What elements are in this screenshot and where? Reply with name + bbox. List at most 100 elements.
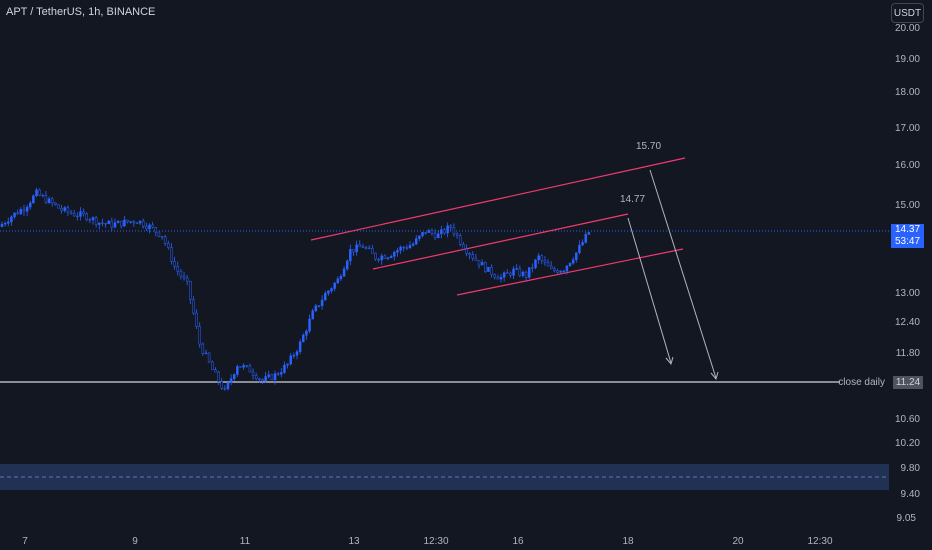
time-tick: 13	[348, 536, 360, 547]
projection-arrow-2[interactable]	[649, 169, 717, 379]
candle-body	[465, 248, 468, 254]
candle-body	[449, 225, 453, 228]
candle-body	[302, 334, 305, 343]
candle-body	[553, 268, 556, 271]
candle-body	[559, 270, 562, 273]
candle-body	[308, 318, 311, 332]
candle-body	[22, 209, 26, 212]
candle-body	[157, 231, 161, 237]
candle-body	[314, 305, 318, 312]
candle-body	[524, 271, 528, 278]
channel-lower-line[interactable]	[456, 248, 684, 296]
time-tick: 16	[512, 536, 524, 547]
candle-body	[556, 270, 559, 273]
candle-body	[79, 211, 82, 217]
candle-body	[145, 226, 148, 230]
bar-countdown: 53:47	[894, 236, 921, 247]
candle-body	[116, 220, 120, 224]
candle-body	[477, 260, 481, 266]
candle-body	[98, 222, 101, 225]
projection-arrow-1[interactable]	[627, 217, 672, 364]
time-axis[interactable]: 7 9 11 13 12:30 16 18 20 12:30	[22, 536, 833, 547]
candle-body	[490, 266, 493, 275]
target-label-upper: 15.70	[636, 141, 661, 152]
price-tick: 13.00	[895, 288, 920, 299]
time-tick: 12:30	[423, 536, 448, 547]
price-tick: 18.00	[895, 87, 920, 98]
candle-body	[104, 223, 107, 225]
candle-body	[173, 260, 176, 267]
candle-body	[217, 371, 220, 382]
candle-body	[402, 246, 405, 249]
time-tick: 20	[732, 536, 744, 547]
candle-body	[430, 230, 434, 234]
candle-body	[3, 223, 7, 225]
symbol-title[interactable]: APT / TetherUS, 1h, BINANCE	[6, 6, 156, 18]
candle-body	[295, 351, 299, 356]
arrowhead-1	[665, 356, 674, 366]
candle-body	[154, 226, 158, 233]
candle-body	[581, 242, 584, 246]
candle-body	[292, 355, 296, 357]
price-axis[interactable]: 20.00 19.00 18.00 17.00 16.00 15.00 13.0…	[895, 23, 920, 524]
candle-body	[298, 341, 302, 352]
candle-body	[211, 361, 214, 370]
candle-body	[195, 312, 198, 327]
price-tick: 19.00	[895, 54, 920, 65]
candle-body	[506, 272, 509, 274]
candle-body	[355, 244, 358, 253]
candle-body	[107, 220, 110, 225]
candle-body	[239, 366, 242, 368]
time-tick: 12:30	[807, 536, 832, 547]
candle-body	[587, 232, 591, 235]
candle-body	[440, 229, 443, 235]
candle-body	[367, 247, 371, 250]
candle-body	[565, 265, 569, 272]
candle-body	[129, 221, 132, 223]
candle-body	[534, 259, 537, 268]
candle-body	[280, 372, 283, 375]
candle-body	[66, 207, 70, 213]
candle-body	[113, 222, 117, 228]
time-tick: 11	[240, 536, 251, 547]
current-price-tag: 14.37 53:47	[891, 224, 924, 248]
candle-body	[352, 249, 355, 253]
candle-body	[25, 206, 29, 212]
price-tick: 9.80	[901, 463, 921, 474]
candle-body	[584, 234, 587, 243]
channel-upper-line[interactable]	[310, 157, 686, 241]
candle-body	[151, 224, 154, 228]
candle-body	[418, 235, 421, 239]
candle-body	[148, 224, 151, 230]
candle-body	[377, 258, 380, 261]
candle-body	[198, 326, 201, 345]
candle-body	[383, 255, 387, 259]
candle-body	[19, 209, 23, 215]
candle-body	[132, 221, 136, 224]
candle-body	[160, 235, 164, 238]
candle-body	[16, 212, 19, 215]
candle-body	[455, 233, 459, 236]
candle-body	[540, 255, 544, 261]
candle-body	[484, 262, 487, 272]
currency-button[interactable]: USDT	[891, 3, 924, 23]
candle-body	[123, 219, 126, 227]
candle-body	[320, 299, 324, 306]
price-tick: 11.80	[896, 348, 921, 359]
candle-body	[214, 369, 217, 373]
price-tick: 9.40	[901, 489, 921, 500]
candle-body	[60, 207, 63, 211]
candle-body	[283, 364, 286, 373]
candle-body	[462, 244, 465, 250]
channel-middle-line[interactable]	[372, 213, 629, 270]
price-tick: 10.20	[895, 438, 920, 449]
candle-body	[229, 378, 233, 383]
candle-body	[537, 255, 540, 261]
candle-body	[179, 270, 183, 277]
candle-body	[468, 252, 471, 255]
candle-body	[289, 355, 292, 365]
candle-body	[480, 262, 484, 266]
time-tick: 18	[622, 536, 634, 547]
candle-body	[411, 243, 415, 246]
